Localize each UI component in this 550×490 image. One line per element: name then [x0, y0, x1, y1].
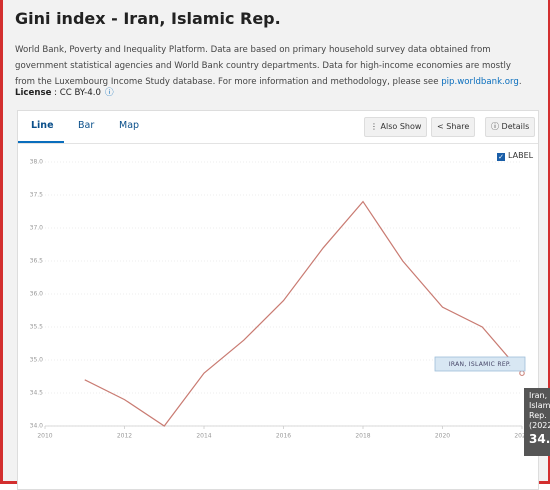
tooltip-value: 34.8: [529, 432, 550, 446]
checkbox-label: LABEL: [508, 151, 534, 160]
button-label: Also Show: [380, 122, 422, 131]
series-line: [84, 200, 523, 427]
tab-line[interactable]: Line: [31, 120, 54, 131]
y-tick-label: 34.5: [30, 390, 44, 397]
x-tick-label: 2018: [355, 433, 370, 440]
tooltip-name: Iran, Islamic Rep.: [529, 391, 550, 420]
x-tick-label: 2010: [37, 433, 52, 440]
checkbox-box[interactable]: ✓: [497, 153, 505, 161]
tab-divider: [18, 143, 538, 144]
label-checkbox[interactable]: ✓ LABEL: [497, 151, 533, 161]
details-button[interactable]: ⓘ Details: [485, 117, 536, 137]
y-tick-label: 37.0: [30, 225, 44, 232]
license: License : CC BY-4.0 ⓘ: [15, 86, 114, 98]
tooltip: Iran, Islamic Rep.(2022) 34.8: [524, 388, 550, 456]
y-tick-label: 36.5: [30, 258, 44, 265]
series-label-box: [434, 356, 526, 372]
x-tick-label: 2022: [514, 433, 529, 440]
page-title: Gini index - Iran, Islamic Rep.: [15, 9, 281, 28]
chart: 34.0 34.5 35.0 35.5 36.0 36.5 37.0 37.5 38.0 2010…: [30, 159, 530, 440]
x-tick-label: 2020: [435, 433, 450, 440]
info-icon[interactable]: ⓘ: [104, 88, 114, 98]
y-tick-label: 35.0: [30, 357, 44, 364]
license-value: : CC BY-4.0: [54, 88, 101, 98]
y-tick-label: 35.5: [30, 324, 44, 331]
y-tick-label: 34.0: [30, 423, 44, 430]
x-tick-label: 2016: [276, 433, 291, 440]
tab-map[interactable]: Map: [119, 120, 140, 131]
x-tick-label: 2014: [196, 433, 211, 440]
also-show-button[interactable]: ⋮ Also Show: [364, 117, 428, 137]
license-label: License: [15, 88, 52, 98]
description-text: World Bank, Poverty and Inequality Platf…: [15, 45, 512, 87]
share-button[interactable]: < Share: [431, 117, 476, 137]
y-tick-label: 36.0: [30, 291, 44, 298]
y-tick-label: 38.0: [30, 159, 44, 166]
source-link[interactable]: pip.worldbank.org: [441, 77, 519, 87]
tab-underline: [18, 141, 64, 143]
tooltip-year: (2022): [529, 421, 550, 430]
description: World Bank, Poverty and Inequality Platf…: [15, 42, 527, 90]
series-label: Iran, Islamic Rep.: [449, 361, 511, 368]
y-tick-label: 37.5: [30, 192, 44, 199]
button-label: Share: [446, 122, 470, 131]
button-label: Details: [501, 122, 530, 131]
x-tick-label: 2012: [117, 433, 132, 440]
tab-bar[interactable]: Bar: [78, 120, 95, 131]
hover-point: [519, 370, 525, 376]
chart-card: Line Bar Map ⋮ Also Show < Share ⓘ Detai…: [17, 110, 539, 490]
description-end: .: [518, 77, 522, 87]
